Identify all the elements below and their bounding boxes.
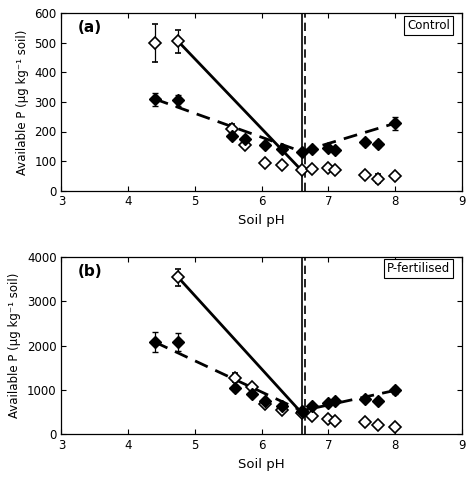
X-axis label: Soil pH: Soil pH <box>238 214 285 227</box>
Y-axis label: Available P (μg kg⁻¹ soil): Available P (μg kg⁻¹ soil) <box>9 273 21 418</box>
Y-axis label: Available P (μg kg⁻¹ soil): Available P (μg kg⁻¹ soil) <box>16 29 29 175</box>
Text: P-fertilised: P-fertilised <box>387 262 450 275</box>
Text: (b): (b) <box>77 264 102 279</box>
Text: (a): (a) <box>77 21 101 35</box>
X-axis label: Soil pH: Soil pH <box>238 457 285 471</box>
Text: Control: Control <box>407 19 450 32</box>
